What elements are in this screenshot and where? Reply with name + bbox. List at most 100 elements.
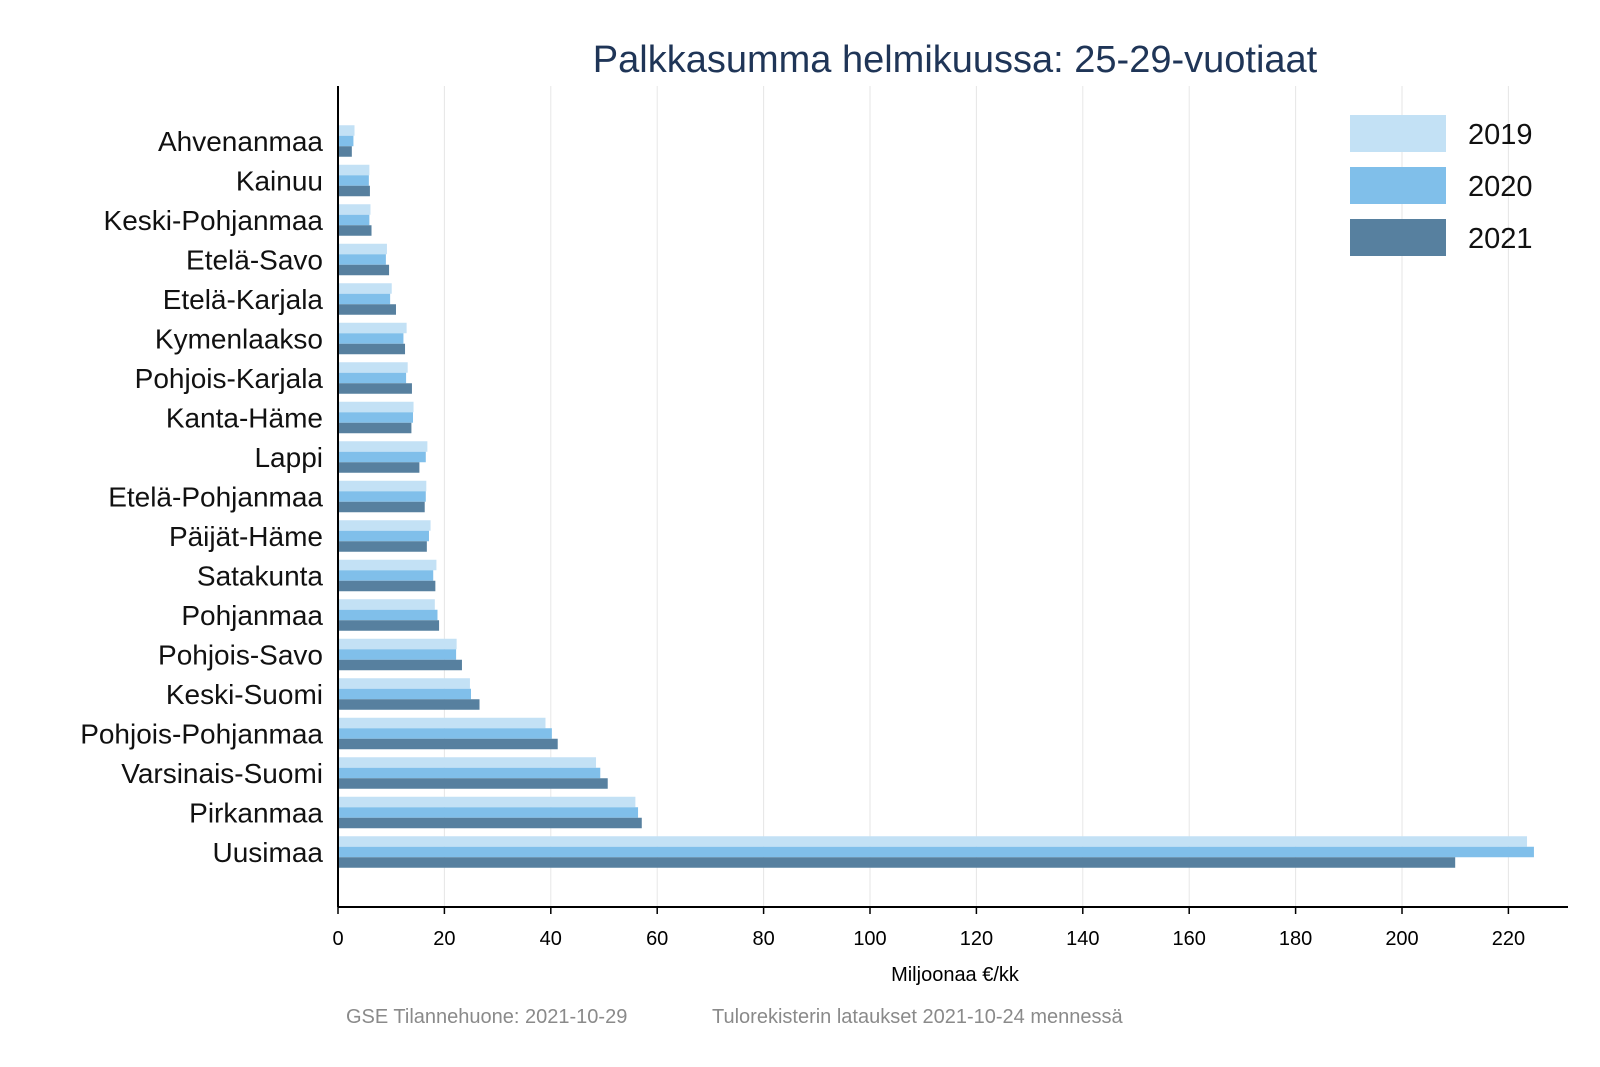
y-tick-label: Etelä-Pohjanmaa bbox=[108, 482, 323, 513]
x-tick-label: 0 bbox=[332, 928, 343, 950]
footer-source: GSE Tilannehuone: 2021-10-29 bbox=[346, 1006, 628, 1028]
bar-2019 bbox=[339, 480, 427, 492]
grid-lines bbox=[443, 86, 1509, 907]
bar-2019 bbox=[339, 559, 437, 571]
y-tick-label: Pohjois-Pohjanmaa bbox=[80, 719, 323, 750]
bar-2020 bbox=[339, 214, 370, 226]
bar-2020 bbox=[339, 372, 407, 384]
bar-2019 bbox=[339, 125, 355, 136]
bar-2019 bbox=[339, 283, 392, 294]
y-tick-label: Pirkanmaa bbox=[189, 798, 323, 829]
x-tick-label: 100 bbox=[853, 928, 886, 950]
x-tick-label: 200 bbox=[1385, 928, 1418, 950]
bar-2021 bbox=[339, 778, 608, 789]
bar-2021 bbox=[339, 304, 396, 315]
bar-2019 bbox=[339, 520, 431, 531]
bar-2020 bbox=[339, 846, 1534, 858]
legend-label-2021: 2021 bbox=[1468, 223, 1533, 255]
x-tick-label: 220 bbox=[1492, 928, 1525, 950]
y-tick-label: Kanta-Häme bbox=[166, 403, 323, 434]
bar-2021 bbox=[339, 659, 462, 671]
y-tick-label: Kainuu bbox=[236, 166, 323, 197]
x-tick-label: 80 bbox=[752, 928, 774, 950]
bar-2020 bbox=[339, 293, 391, 305]
chart-title: Palkkasumma helmikuussa: 25-29-vuotiaat bbox=[593, 39, 1318, 81]
bar-2020 bbox=[339, 649, 457, 660]
legend-swatch-2019 bbox=[1350, 115, 1446, 152]
bars bbox=[339, 125, 1534, 868]
legend-label-2019: 2019 bbox=[1468, 119, 1533, 151]
x-tick-label: 60 bbox=[646, 928, 668, 950]
bar-2019 bbox=[339, 362, 408, 373]
bar-2021 bbox=[339, 738, 558, 750]
x-axis-label: Miljoonaa €/kk bbox=[891, 964, 1020, 986]
legend-label-2020: 2020 bbox=[1468, 171, 1533, 203]
y-tick-label: Kymenlaakso bbox=[155, 324, 323, 355]
bar-2020 bbox=[339, 175, 369, 186]
bar-2020 bbox=[339, 807, 639, 818]
bar-2020 bbox=[339, 530, 429, 542]
bar-2021 bbox=[339, 343, 406, 355]
x-tick-label: 120 bbox=[960, 928, 993, 950]
footer-note: Tulorekisterin lataukset 2021-10-24 menn… bbox=[712, 1006, 1123, 1028]
bar-2021 bbox=[339, 620, 440, 631]
bar-2019 bbox=[339, 164, 370, 176]
bar-2021 bbox=[339, 264, 390, 276]
bar-2020 bbox=[339, 412, 414, 423]
y-tick-label: Varsinais-Suomi bbox=[121, 758, 323, 789]
y-tick-label: Keski-Suomi bbox=[166, 679, 323, 710]
x-axis-ticks: 0 20 40 60 80 100 120 140 160 180 200 220 bbox=[332, 907, 1525, 950]
bar-2019 bbox=[339, 243, 387, 255]
bar-2021 bbox=[339, 225, 372, 236]
y-tick-label: Lappi bbox=[254, 442, 323, 473]
y-tick-label: Satakunta bbox=[197, 561, 324, 592]
y-tick-label: Pohjois-Karjala bbox=[135, 363, 324, 394]
y-tick-label: Pohjanmaa bbox=[181, 600, 323, 631]
bar-2020 bbox=[339, 333, 404, 344]
bar-2021 bbox=[339, 580, 436, 592]
x-tick-label: 140 bbox=[1066, 928, 1099, 950]
bar-2021 bbox=[339, 185, 370, 197]
x-tick-label: 160 bbox=[1173, 928, 1206, 950]
x-tick-label: 40 bbox=[540, 928, 562, 950]
legend-swatch-2021 bbox=[1350, 219, 1446, 256]
bar-2020 bbox=[339, 609, 438, 621]
bar-2021 bbox=[339, 501, 425, 513]
bar-2021 bbox=[339, 857, 1456, 868]
bar-2019 bbox=[339, 204, 371, 215]
bar-2020 bbox=[339, 451, 426, 463]
legend-swatch-2020 bbox=[1350, 167, 1446, 204]
y-tick-label: Uusimaa bbox=[213, 837, 324, 868]
bar-2019 bbox=[339, 441, 428, 452]
bar-2021 bbox=[339, 462, 420, 473]
bar-2019 bbox=[339, 599, 435, 610]
bar-2019 bbox=[339, 678, 470, 689]
legend: 2019 2020 2021 bbox=[1350, 115, 1533, 256]
x-tick-label: 20 bbox=[433, 928, 455, 950]
y-tick-label: Pohjois-Savo bbox=[158, 640, 323, 671]
bar-2020 bbox=[339, 254, 386, 265]
bar-2019 bbox=[339, 836, 1528, 847]
bar-2020 bbox=[339, 767, 601, 779]
bar-2021 bbox=[339, 146, 352, 157]
bar-2019 bbox=[339, 638, 457, 650]
y-tick-label: Etelä-Karjala bbox=[163, 284, 324, 315]
y-tick-label: Ahvenanmaa bbox=[158, 126, 323, 157]
bar-2020 bbox=[339, 688, 471, 700]
bar-2020 bbox=[339, 728, 552, 739]
bar-2021 bbox=[339, 422, 412, 434]
bar-2021 bbox=[339, 699, 480, 710]
bar-2019 bbox=[339, 401, 414, 413]
bar-2021 bbox=[339, 383, 412, 394]
bar-2020 bbox=[339, 135, 354, 147]
y-axis-labels: Ahvenanmaa Kainuu Keski-Pohjanmaa Etelä-Sav… bbox=[80, 126, 323, 868]
bar-2021 bbox=[339, 817, 642, 829]
y-tick-label: Keski-Pohjanmaa bbox=[104, 205, 324, 236]
bar-2019 bbox=[339, 322, 407, 334]
bar-2019 bbox=[339, 796, 636, 808]
x-tick-label: 180 bbox=[1279, 928, 1312, 950]
bar-2021 bbox=[339, 541, 427, 552]
bar-2020 bbox=[339, 491, 426, 502]
y-tick-label: Päijät-Häme bbox=[169, 521, 323, 552]
